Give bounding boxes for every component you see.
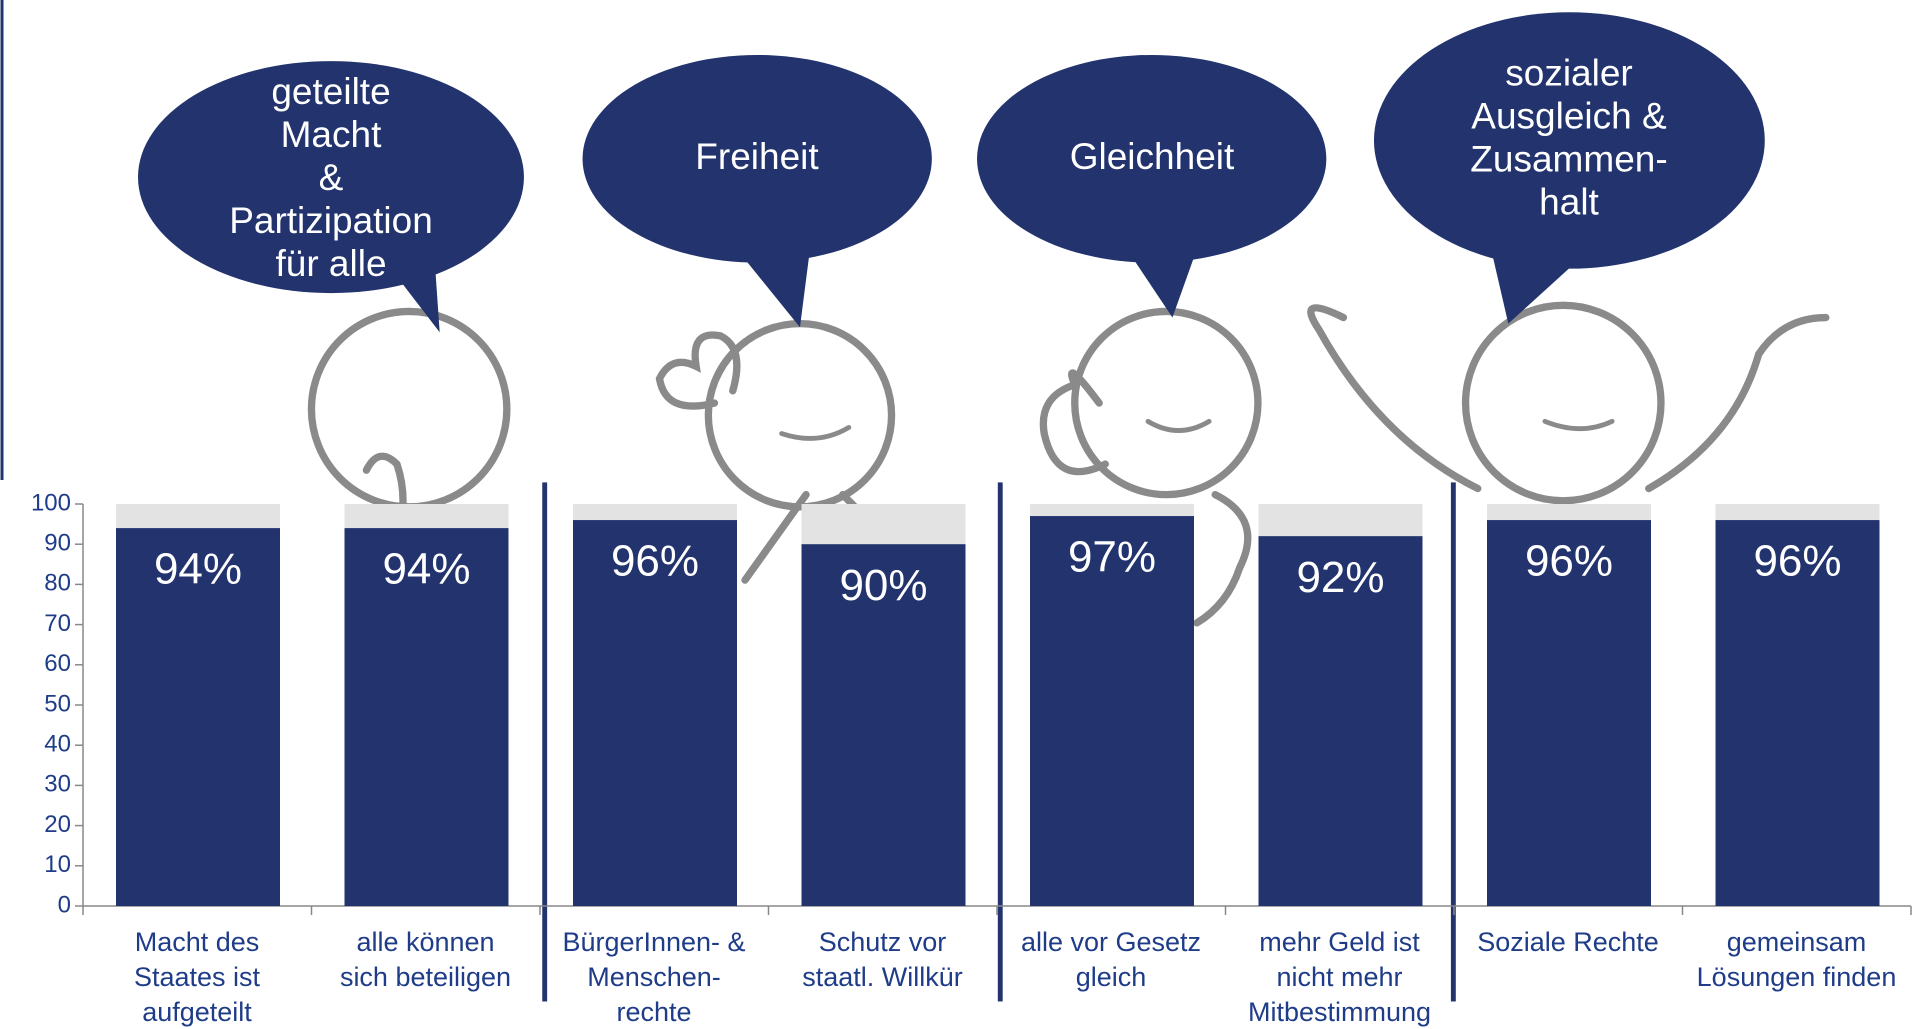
data-label: 94%: [154, 545, 242, 594]
bar: [1030, 516, 1194, 906]
x-tick-label: gemeinsam Lösungen finden: [1696, 927, 1897, 992]
figures: [307, 301, 1830, 627]
annotation: sozialer Ausgleich & Zusammen-halt: [1470, 52, 1667, 222]
y-tick-label: 60: [44, 650, 71, 677]
x-tick-label: Soziale Rechte: [1477, 927, 1659, 957]
bar: [1487, 520, 1651, 906]
y-tick-label: 50: [44, 690, 71, 717]
annotation: geteilte Macht & Partizipation für alle: [229, 71, 433, 284]
y-tick-label: 70: [44, 610, 71, 637]
y-tick-label: 0: [58, 891, 71, 918]
data-label: 94%: [382, 545, 470, 594]
y-tick-label: 20: [44, 811, 71, 838]
x-tick-label: Schutz vor staatl. Willkür: [802, 927, 963, 992]
bar: [573, 520, 737, 906]
bar: [801, 544, 966, 906]
bar: [1715, 520, 1880, 906]
data-label: 97%: [1068, 533, 1156, 582]
data-label: 96%: [1753, 537, 1841, 586]
x-tick-label: BürgerInnen- & Menschen- rechte: [562, 927, 746, 1027]
data-label: 96%: [611, 537, 699, 586]
annotation: Freiheit: [695, 136, 819, 177]
x-tick-label: mehr Geld ist nicht mehr Mitbestimmung: [1247, 927, 1432, 1027]
y-tick-label: 100: [31, 489, 71, 516]
y-tick-label: 10: [44, 851, 71, 878]
data-label: 96%: [1525, 537, 1613, 586]
bar: [1258, 536, 1423, 906]
data-label: 90%: [839, 561, 927, 610]
x-tick-label: Macht des Staates ist aufgeteilt: [133, 927, 261, 1027]
y-tick-label: 30: [44, 771, 71, 798]
y-tick-label: 90: [44, 530, 71, 557]
annotation: Gleichheit: [1070, 136, 1235, 177]
speech-bubbles: [138, 12, 1765, 1002]
bar: [344, 528, 509, 906]
data-label: 92%: [1296, 553, 1384, 602]
bar: [116, 528, 280, 906]
y-tick-label: 40: [44, 731, 71, 758]
x-tick-label: alle vor Gesetz gleich: [1020, 927, 1202, 992]
y-tick-label: 80: [44, 570, 71, 597]
x-tick-label: alle können sich beteiligen: [339, 927, 512, 992]
